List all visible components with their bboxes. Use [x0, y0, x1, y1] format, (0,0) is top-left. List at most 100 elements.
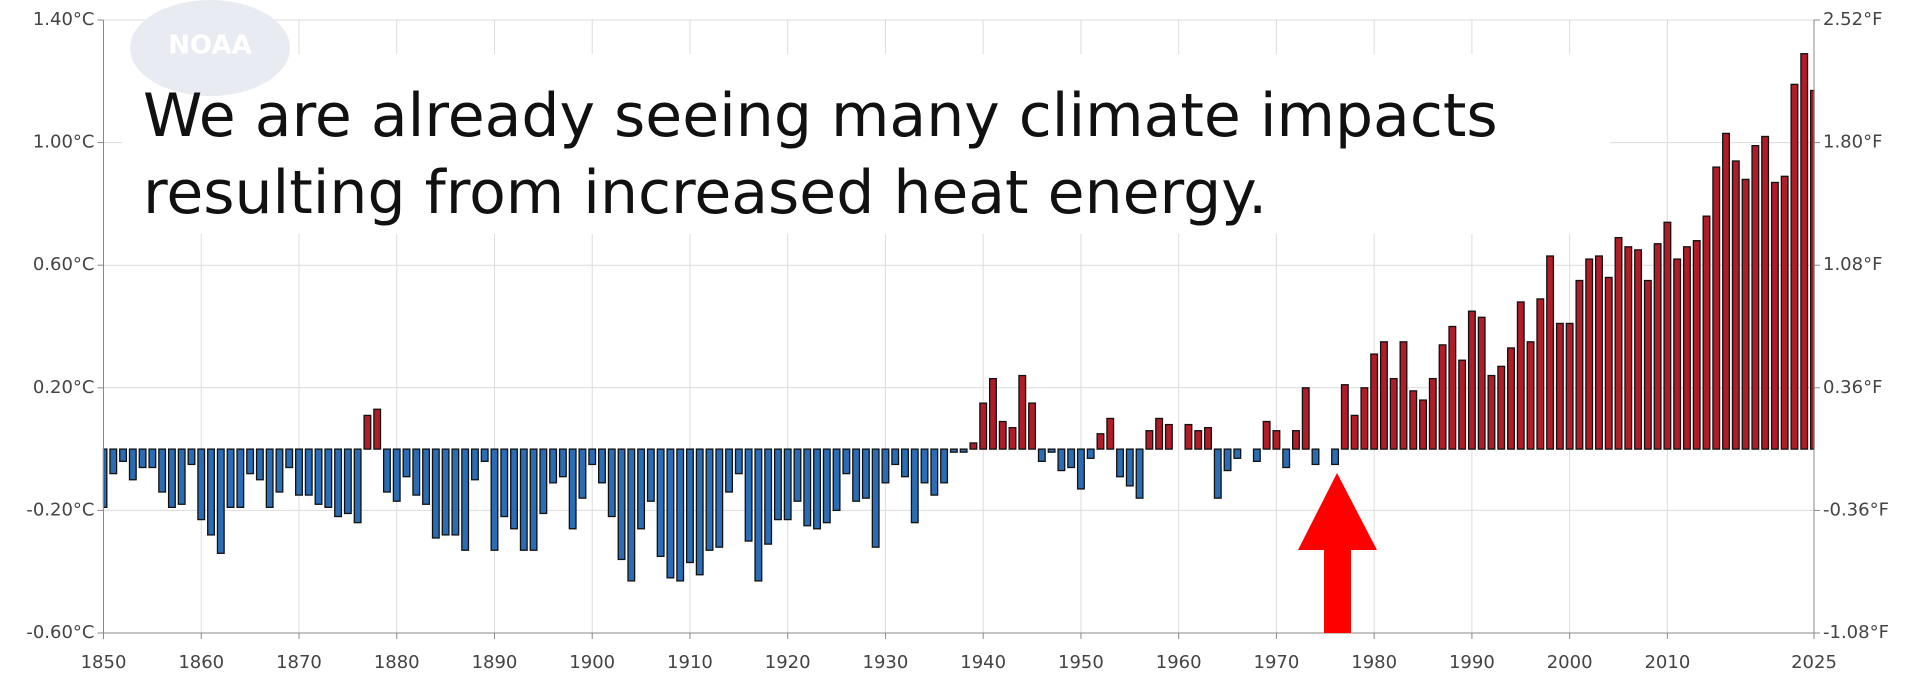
- x-tick-label: 1940: [960, 652, 1006, 673]
- logo: [130, 0, 290, 96]
- y2-tick-label: -1.08°F: [1823, 622, 1889, 643]
- bar: [930, 448, 939, 496]
- bar: [1458, 359, 1467, 450]
- x-tick-label: 1890: [472, 652, 518, 673]
- bar: [1770, 181, 1779, 450]
- x-tick-label: 1960: [1156, 652, 1202, 673]
- y-tick-label: 1.00°C: [33, 132, 95, 153]
- bar: [128, 448, 137, 481]
- bar: [549, 448, 558, 484]
- bar: [617, 448, 626, 561]
- bar: [998, 420, 1007, 450]
- bar: [1340, 384, 1349, 450]
- bar: [334, 448, 343, 518]
- bar: [197, 448, 206, 521]
- y-tick-label: 1.40°C: [33, 9, 95, 30]
- bar: [500, 448, 509, 518]
- bar: [119, 448, 128, 463]
- bar: [109, 448, 118, 475]
- bar: [832, 448, 841, 512]
- bar: [1604, 276, 1613, 450]
- bar: [881, 448, 890, 484]
- x-tick-label: 1850: [81, 652, 127, 673]
- bar: [793, 448, 802, 502]
- bar: [1507, 347, 1515, 450]
- bar: [412, 448, 421, 496]
- bar: [1047, 448, 1056, 453]
- bar: [979, 402, 988, 450]
- bar: [1585, 258, 1594, 450]
- x-tick-label: 1910: [667, 652, 713, 673]
- bar: [1780, 175, 1789, 450]
- bar: [187, 448, 196, 466]
- bar: [744, 448, 753, 542]
- bar: [285, 448, 294, 469]
- y2-tick-label: 1.08°F: [1823, 254, 1882, 275]
- x-tick-label: 1970: [1254, 652, 1300, 673]
- bar: [1096, 433, 1105, 450]
- bar: [891, 448, 900, 466]
- bar: [1291, 430, 1300, 450]
- bar: [470, 448, 479, 481]
- bar: [353, 448, 362, 524]
- bar: [246, 448, 255, 475]
- bar: [1145, 430, 1154, 450]
- bar: [275, 448, 284, 493]
- x-tick-label: 1930: [863, 652, 909, 673]
- overlay-box: [122, 54, 1610, 234]
- bar: [1370, 353, 1379, 450]
- bar: [871, 448, 880, 548]
- y2-tick-label: 1.80°F: [1823, 132, 1882, 153]
- bar: [1204, 426, 1212, 450]
- bar: [1018, 374, 1027, 450]
- bar: [813, 448, 821, 530]
- bar: [1565, 322, 1574, 450]
- bar: [695, 448, 704, 576]
- bar: [764, 448, 773, 545]
- x-tick-label: 1860: [178, 652, 224, 673]
- bar: [715, 448, 724, 548]
- bar: [1477, 316, 1486, 450]
- bar: [1653, 243, 1662, 450]
- bar: [1467, 310, 1476, 450]
- bar: [314, 448, 323, 505]
- x-tick-label: 1980: [1351, 652, 1397, 673]
- bar: [969, 442, 978, 450]
- bar: [1272, 430, 1281, 450]
- bar: [373, 408, 382, 450]
- bar: [1194, 430, 1203, 450]
- bar: [1311, 448, 1320, 466]
- bar: [637, 448, 646, 530]
- bar: [295, 448, 303, 496]
- bar: [451, 448, 460, 536]
- y2-tick-label: 2.52°F: [1823, 9, 1882, 30]
- logo-text: NOAA: [168, 31, 251, 61]
- bar: [734, 448, 743, 475]
- bar: [1712, 166, 1721, 450]
- bar: [1722, 132, 1731, 450]
- bar: [1282, 448, 1291, 469]
- bar: [949, 448, 958, 453]
- bar: [1741, 178, 1750, 450]
- bar: [1184, 423, 1193, 450]
- bar: [666, 448, 675, 579]
- bar: [1116, 448, 1124, 478]
- bar: [558, 448, 567, 478]
- bar: [725, 448, 734, 493]
- bar: [598, 448, 606, 484]
- bar: [822, 448, 831, 524]
- bar: [1037, 448, 1046, 463]
- bar: [705, 448, 714, 551]
- bar: [1634, 249, 1643, 450]
- bar: [1487, 374, 1496, 450]
- bar: [1164, 423, 1173, 450]
- bar: [1643, 279, 1652, 450]
- bar: [1555, 322, 1564, 450]
- bar: [901, 448, 909, 478]
- bar: [1448, 325, 1457, 450]
- bar: [539, 448, 548, 515]
- bar: [1360, 387, 1369, 450]
- bar: [1682, 246, 1691, 450]
- bar: [324, 448, 333, 508]
- bar: [1438, 344, 1447, 450]
